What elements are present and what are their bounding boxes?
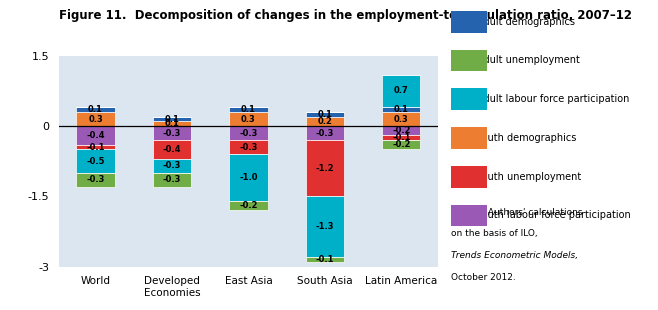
Text: -0.2: -0.2 (392, 126, 411, 135)
Text: Adult labour force participation: Adult labour force participation (477, 94, 630, 104)
Bar (382, 74, 420, 107)
Text: Youth demographics: Youth demographics (477, 133, 576, 143)
Bar (153, 117, 191, 122)
Bar (382, 112, 420, 126)
Text: -0.3: -0.3 (86, 175, 105, 184)
Bar (306, 117, 344, 126)
Text: -0.1: -0.1 (86, 143, 105, 152)
Bar (229, 107, 268, 112)
Bar (382, 135, 420, 140)
Text: 0.1: 0.1 (241, 105, 256, 114)
Bar (229, 201, 268, 210)
Text: Youth unemployment: Youth unemployment (477, 172, 581, 182)
Bar (306, 126, 344, 140)
Bar (153, 122, 191, 126)
Text: 0.1: 0.1 (164, 114, 180, 124)
Text: 0.1: 0.1 (88, 105, 103, 114)
Bar (76, 145, 114, 149)
Text: 0.3: 0.3 (394, 114, 409, 124)
Bar (306, 112, 344, 117)
Text: -0.2: -0.2 (239, 201, 258, 210)
Text: -0.3: -0.3 (163, 175, 181, 184)
Text: on the basis of ILO,: on the basis of ILO, (451, 229, 538, 238)
Text: 0.3: 0.3 (241, 114, 256, 124)
Text: Adult unemployment: Adult unemployment (477, 55, 580, 65)
Text: 0.7: 0.7 (394, 86, 409, 95)
Text: Trends Econometric Models,: Trends Econometric Models, (451, 251, 578, 260)
Text: 0.3: 0.3 (88, 114, 103, 124)
Text: Source: Authors' calculations: Source: Authors' calculations (451, 208, 582, 217)
Bar (153, 159, 191, 173)
Bar (306, 257, 344, 262)
Bar (229, 112, 268, 126)
Bar (306, 140, 344, 196)
Bar (229, 140, 268, 154)
Text: Youth labour force participation: Youth labour force participation (477, 210, 631, 220)
Text: Adult demographics: Adult demographics (477, 17, 575, 27)
Bar (153, 126, 191, 140)
Text: Figure 11.  Decomposition of changes in the employment-to-population ratio, 2007: Figure 11. Decomposition of changes in t… (59, 9, 632, 22)
Text: 0.1: 0.1 (394, 105, 409, 114)
Bar (76, 112, 114, 126)
Bar (382, 126, 420, 135)
Bar (76, 126, 114, 145)
Bar (153, 140, 191, 159)
Bar (76, 107, 114, 112)
Text: -1.3: -1.3 (316, 222, 334, 231)
Text: October 2012.: October 2012. (451, 273, 515, 282)
Text: -0.4: -0.4 (86, 131, 105, 140)
Text: 0.2: 0.2 (317, 117, 332, 126)
Text: 0.1: 0.1 (317, 110, 332, 119)
Bar (306, 196, 344, 257)
Text: -0.3: -0.3 (316, 129, 334, 138)
Text: -0.3: -0.3 (240, 129, 257, 138)
Text: -0.3: -0.3 (240, 143, 257, 152)
Bar (76, 149, 114, 173)
Text: -0.3: -0.3 (163, 129, 181, 138)
Bar (382, 140, 420, 149)
Bar (229, 154, 268, 201)
Text: -0.2: -0.2 (392, 140, 411, 149)
Bar (382, 107, 420, 112)
Bar (153, 173, 191, 187)
Text: -0.1: -0.1 (392, 133, 411, 142)
Bar (229, 126, 268, 140)
Bar (76, 173, 114, 187)
Text: -1.0: -1.0 (239, 173, 258, 182)
Text: -0.3: -0.3 (163, 162, 181, 171)
Text: -1.2: -1.2 (316, 164, 334, 173)
Text: -0.4: -0.4 (163, 145, 181, 154)
Text: 0.1: 0.1 (164, 119, 180, 128)
Text: -0.1: -0.1 (316, 255, 334, 264)
Text: -0.5: -0.5 (86, 157, 105, 166)
